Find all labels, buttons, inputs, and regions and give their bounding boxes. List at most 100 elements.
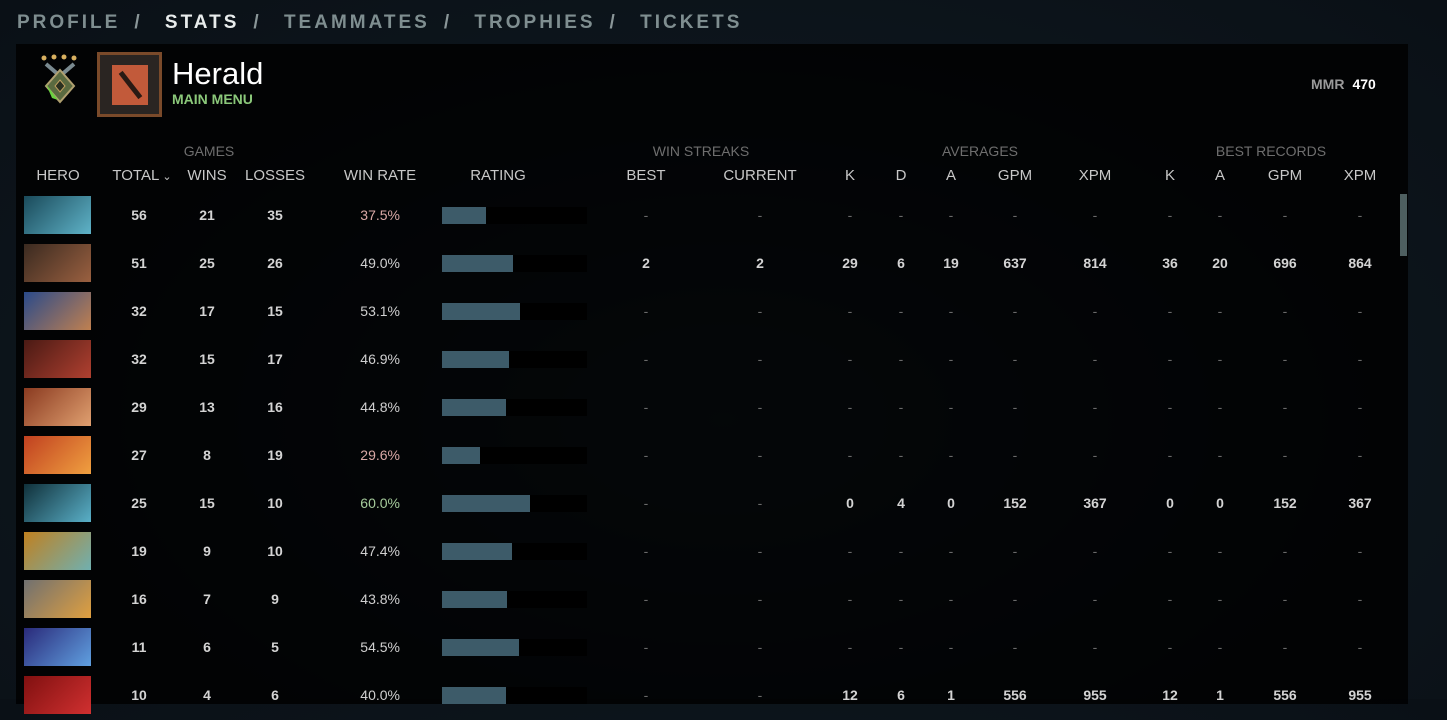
cell-losses: 10 [267, 495, 283, 511]
hero-portrait[interactable] [24, 244, 91, 282]
mmr-display: MMR 470 [1311, 76, 1376, 92]
group-games: GAMES [183, 143, 235, 159]
cell-win-rate: 46.9% [360, 351, 400, 367]
cell-best-k: - [1167, 543, 1173, 559]
header-win-rate[interactable]: WIN RATE [340, 167, 420, 184]
rating-bar-fill [442, 447, 480, 464]
cell-current: - [757, 687, 763, 703]
cell-wins: 8 [203, 447, 211, 463]
rating-bar-fill [442, 303, 521, 320]
header-label: K [1164, 167, 1175, 184]
rating-bar [442, 543, 587, 560]
header-wins[interactable]: WINS [167, 167, 247, 184]
table-row[interactable]: 56 21 35 37.5% - - - - - - - - - - - [0, 192, 1447, 240]
hero-portrait[interactable] [24, 676, 91, 714]
cell-avg-k: - [847, 303, 853, 319]
rating-bar [442, 639, 587, 656]
table-row[interactable]: 32 15 17 46.9% - - - - - - - - - - - [0, 336, 1447, 384]
nav-tickets[interactable]: TICKETS [640, 12, 743, 33]
table-row[interactable]: 10 4 6 40.0% - -12 6 1 556 955 12 1 556 955 [0, 672, 1447, 720]
cell-total: 10 [131, 687, 147, 703]
header-rating[interactable]: RATING [458, 167, 538, 184]
cell-best-xpm: - [1357, 591, 1363, 607]
header-avg-xpm[interactable]: XPM [1055, 167, 1135, 184]
cell-total: 11 [131, 639, 147, 655]
cell-best-a: 1 [1216, 687, 1224, 703]
header-avg-a[interactable]: A [911, 167, 991, 184]
cell-avg-d: - [898, 303, 904, 319]
nav-teammates[interactable]: TEAMMATES [283, 12, 430, 33]
cell-best: - [643, 687, 649, 703]
hero-portrait[interactable] [24, 388, 91, 426]
cell-avg-k: - [847, 207, 853, 223]
header-hero[interactable]: HERO [18, 167, 98, 184]
hero-portrait[interactable] [24, 292, 91, 330]
cell-best-xpm: - [1357, 207, 1363, 223]
cell-avg-d: - [898, 399, 904, 415]
hero-portrait[interactable] [24, 196, 91, 234]
header-avg-k[interactable]: K [810, 167, 890, 184]
header-best-a[interactable]: A [1180, 167, 1260, 184]
cell-best-xpm: - [1357, 447, 1363, 463]
table-row[interactable]: 32 17 15 53.1% - - - - - - - - - - - [0, 288, 1447, 336]
cell-total: 51 [131, 255, 147, 271]
main-menu-link[interactable]: MAIN MENU [172, 91, 253, 107]
table-row[interactable]: 51 25 26 49.0% 2 2 29 6 19 637 814 36 20 696 864 [0, 240, 1447, 288]
cell-best: - [643, 495, 649, 511]
header-losses[interactable]: LOSSES [235, 167, 315, 184]
cell-win-rate: 49.0% [360, 255, 400, 271]
header-avg-d[interactable]: D [861, 167, 941, 184]
cell-win-rate: 44.8% [360, 399, 400, 415]
cell-avg-gpm: - [1012, 351, 1018, 367]
chevron-down-icon: ⌄ [159, 171, 172, 183]
table-row[interactable]: 16 7 9 43.8% - - - - - - - - - - - [0, 576, 1447, 624]
rating-bar [442, 399, 587, 416]
player-avatar[interactable] [97, 52, 162, 117]
hero-portrait[interactable] [24, 340, 91, 378]
hero-portrait[interactable] [24, 532, 91, 570]
cell-best-a: - [1217, 591, 1223, 607]
cell-avg-d: - [898, 639, 904, 655]
cell-losses: 19 [267, 447, 283, 463]
header-best[interactable]: BEST [606, 167, 686, 184]
scrollbar-thumb[interactable] [1400, 194, 1407, 256]
rating-bar-fill [442, 351, 509, 368]
cell-best: - [643, 207, 649, 223]
cell-best-k: - [1167, 591, 1173, 607]
cell-best-gpm: - [1282, 351, 1288, 367]
cell-avg-k: - [847, 447, 853, 463]
rating-bar-fill [442, 495, 531, 512]
cell-avg-a: - [948, 303, 954, 319]
hero-portrait[interactable] [24, 628, 91, 666]
header-total[interactable]: TOTAL ⌄ [102, 167, 182, 184]
cell-current: - [757, 447, 763, 463]
cell-best: - [643, 591, 649, 607]
cell-losses: 16 [267, 399, 283, 415]
hero-portrait[interactable] [24, 436, 91, 474]
table-row[interactable]: 29 13 16 44.8% - - - - - - - - - - - [0, 384, 1447, 432]
header-avg-gpm[interactable]: GPM [975, 167, 1055, 184]
table-row[interactable]: 25 15 10 60.0% - - 0 4 0 152 367 0 0 152 367 [0, 480, 1447, 528]
table-row[interactable]: 27 8 19 29.6% - - - - - - - - - - - [0, 432, 1447, 480]
table-row[interactable]: 11 6 5 54.5% - - - - - - - - - - - [0, 624, 1447, 672]
nav-stats[interactable]: STATS [164, 12, 240, 33]
nav-profile[interactable]: PROFILE [17, 12, 121, 33]
rating-bar [442, 255, 587, 272]
cell-best-k: - [1167, 351, 1173, 367]
header-current[interactable]: CURRENT [720, 167, 800, 184]
header-label: CURRENT [723, 167, 797, 184]
header-label: TOTAL [112, 167, 160, 184]
cell-losses: 35 [267, 207, 283, 223]
cell-avg-d: - [898, 447, 904, 463]
table-row[interactable]: 19 9 10 47.4% - - - - - - - - - - - [0, 528, 1447, 576]
header-best-xpm[interactable]: XPM [1320, 167, 1400, 184]
cell-wins: 9 [203, 543, 211, 559]
nav-trophies[interactable]: TROPHIES [474, 12, 596, 33]
cell-avg-d: 6 [897, 687, 905, 703]
hero-portrait[interactable] [24, 580, 91, 618]
header-label: GPM [997, 167, 1033, 184]
cell-current: - [757, 639, 763, 655]
header-best-k[interactable]: K [1130, 167, 1210, 184]
header-best-gpm[interactable]: GPM [1245, 167, 1325, 184]
hero-portrait[interactable] [24, 484, 91, 522]
